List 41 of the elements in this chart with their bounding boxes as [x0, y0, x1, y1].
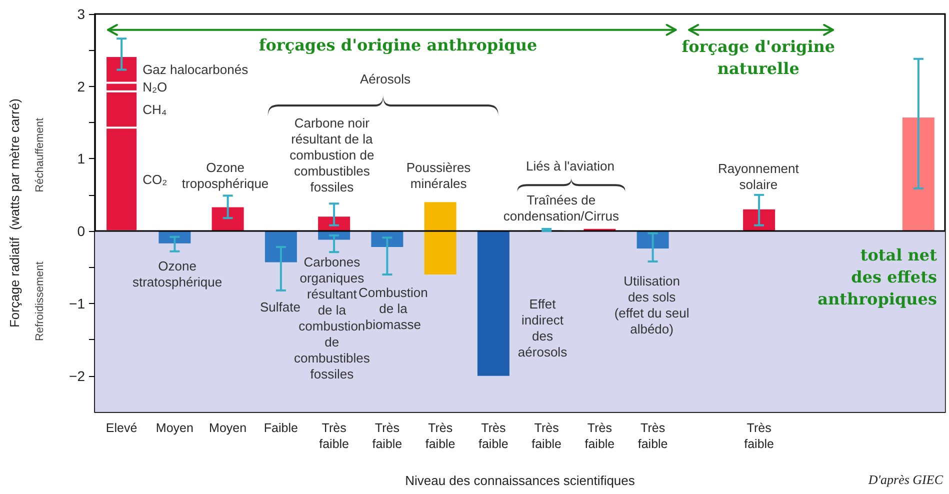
annotation: Liés à l'aviation — [526, 158, 614, 174]
x-tick-label: Très faible — [372, 421, 402, 451]
y-tick-label: 0 — [77, 223, 86, 240]
annotation: Carbone noir résultant de la combustion de combustibles fossiles — [290, 115, 374, 194]
annotation: Sulfate — [260, 300, 300, 315]
y-axis-title: Forçage radiatif (watts par mètre carré) — [7, 98, 22, 328]
y-tick-label: 3 — [77, 6, 86, 22]
annotation: Ozone stratosphérique — [132, 258, 222, 290]
y-tick-label: −1 — [69, 295, 86, 312]
x-axis-title: Niveau des connaissances scientifiques — [405, 473, 636, 488]
x-tick-label: Très faible — [425, 421, 456, 451]
annotation: Traînées de condensation/Cirrus — [503, 192, 620, 224]
text: Réchauffement — [34, 118, 46, 192]
annotation: forçages d'origine anthropique — [258, 36, 538, 55]
series-label: CO₂ — [142, 172, 168, 187]
x-tick-label: Très faible — [584, 421, 615, 451]
annotation: Rayonnement solaire — [718, 161, 800, 192]
series-label: CH₄ — [142, 102, 167, 118]
y-tick-label: 2 — [77, 78, 86, 94]
annotation: total net des effets anthropiques — [818, 246, 938, 309]
x-tick-label: Très faible — [319, 421, 350, 451]
text: Refroidissement — [34, 262, 46, 342]
x-tick-label: Moyen — [209, 421, 247, 435]
annotation: Ozone troposphérique — [182, 160, 269, 191]
annotation: Poussières minérales — [406, 160, 472, 191]
series-label: N₂O — [142, 80, 168, 95]
annotation: Effet indirect des aérosols — [518, 296, 568, 360]
text: D'après GIEC — [867, 472, 944, 487]
annotation: Aérosols — [360, 72, 412, 87]
y-tick-label: −2 — [69, 368, 86, 384]
x-tick-label: Faible — [264, 421, 298, 435]
x-tick-label: Elevé — [106, 421, 138, 435]
annotation: Utilisation des sols (effet du seul albédo) — [614, 274, 690, 337]
x-tick-label: Très faible — [744, 421, 774, 451]
annotation: forçage d'origine naturelle — [682, 37, 836, 78]
x-tick-label: Très faible — [638, 421, 668, 451]
x-tick-label: Moyen — [156, 421, 194, 435]
x-tick-label: Très faible — [532, 421, 562, 451]
y-tick-label: 1 — [77, 150, 86, 167]
x-tick-label: Très faible — [478, 421, 508, 451]
series-label: Gaz halocarbonés — [142, 62, 249, 77]
